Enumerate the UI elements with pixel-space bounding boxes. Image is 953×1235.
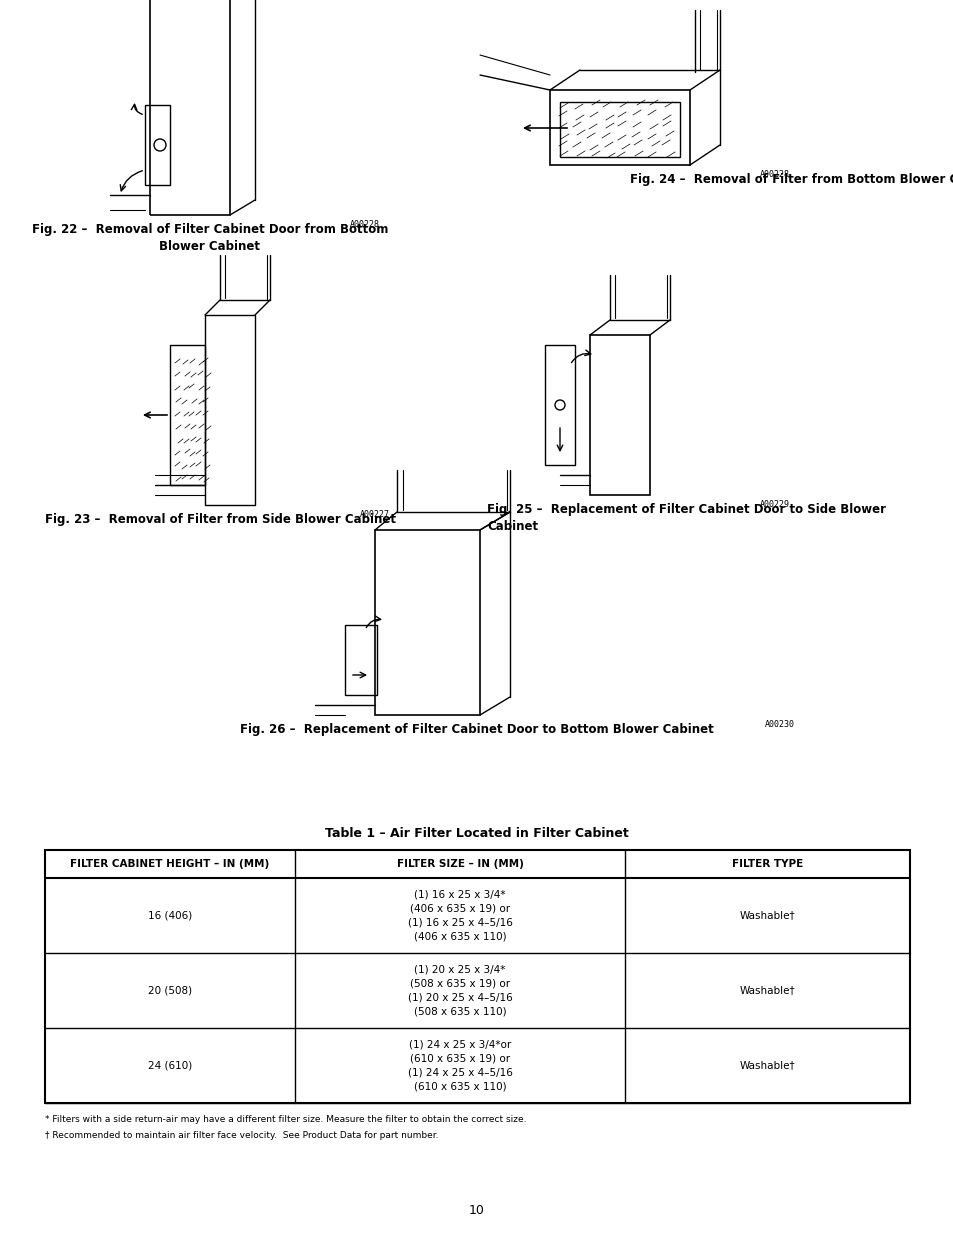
Text: Fig. 24 –  Removal of Filter from Bottom Blower Cabinet: Fig. 24 – Removal of Filter from Bottom … — [629, 173, 953, 186]
Text: 24 (610): 24 (610) — [148, 1061, 192, 1071]
Text: (1) 16 x 25 x 3/4*
(406 x 635 x 19) or
(1) 16 x 25 x 4–5/16
(406 x 635 x 110): (1) 16 x 25 x 3/4* (406 x 635 x 19) or (… — [407, 889, 512, 941]
Text: Washable†: Washable† — [739, 986, 795, 995]
Text: (1) 20 x 25 x 3/4*
(508 x 635 x 19) or
(1) 20 x 25 x 4–5/16
(508 x 635 x 110): (1) 20 x 25 x 3/4* (508 x 635 x 19) or (… — [407, 965, 512, 1016]
Text: A00230: A00230 — [764, 720, 794, 729]
Text: (1) 24 x 25 x 3/4*or
(610 x 635 x 19) or
(1) 24 x 25 x 4–5/16
(610 x 635 x 110): (1) 24 x 25 x 3/4*or (610 x 635 x 19) or… — [407, 1040, 512, 1092]
Text: 10: 10 — [469, 1204, 484, 1216]
Text: † Recommended to maintain air filter face velocity.  See Product Data for part n: † Recommended to maintain air filter fac… — [45, 1131, 438, 1140]
Text: Fig. 22 –  Removal of Filter Cabinet Door from Bottom
Blower Cabinet: Fig. 22 – Removal of Filter Cabinet Door… — [31, 224, 388, 253]
Text: 16 (406): 16 (406) — [148, 910, 192, 920]
Text: Table 1 – Air Filter Located in Filter Cabinet: Table 1 – Air Filter Located in Filter C… — [325, 827, 628, 840]
Bar — [550, 90, 689, 165]
Text: A00227: A00227 — [359, 510, 390, 519]
Text: 20 (508): 20 (508) — [148, 986, 192, 995]
Bar — [589, 335, 649, 495]
Text: * Filters with a side return-air may have a different filter size. Measure the f: * Filters with a side return-air may hav… — [45, 1115, 526, 1124]
Bar — [375, 530, 479, 715]
Bar — [345, 625, 376, 695]
Bar — [145, 105, 170, 185]
Text: A00229: A00229 — [760, 500, 789, 509]
Bar — [170, 345, 205, 485]
Text: Washable†: Washable† — [739, 1061, 795, 1071]
Bar — [559, 103, 679, 157]
Text: Fig. 25 –  Replacement of Filter Cabinet Door to Side Blower
Cabinet: Fig. 25 – Replacement of Filter Cabinet … — [486, 503, 885, 534]
Text: Fig. 23 –  Removal of Filter from Side Blower Cabinet: Fig. 23 – Removal of Filter from Side Bl… — [45, 513, 395, 526]
Text: Washable†: Washable† — [739, 910, 795, 920]
Text: Fig. 26 –  Replacement of Filter Cabinet Door to Bottom Blower Cabinet: Fig. 26 – Replacement of Filter Cabinet … — [240, 722, 713, 736]
Text: FILTER TYPE: FILTER TYPE — [731, 860, 802, 869]
Text: FILTER CABINET HEIGHT – IN (MM): FILTER CABINET HEIGHT – IN (MM) — [71, 860, 270, 869]
Text: A00228: A00228 — [350, 220, 379, 228]
Bar — [205, 315, 254, 505]
Text: FILTER SIZE – IN (MM): FILTER SIZE – IN (MM) — [396, 860, 523, 869]
Bar — [150, 0, 230, 215]
Text: A00228: A00228 — [760, 170, 789, 179]
Bar — [544, 345, 575, 466]
Bar — [45, 850, 909, 1103]
